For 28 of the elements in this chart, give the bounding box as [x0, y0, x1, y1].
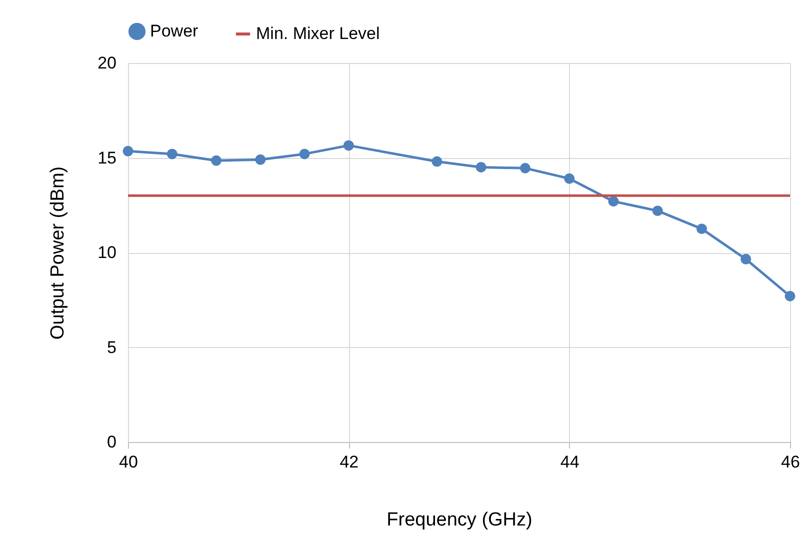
point [652, 206, 663, 216]
x-tick-label: 46 [781, 452, 800, 472]
x-tick-label: 40 [119, 452, 138, 472]
y-tick-label: 5 [107, 338, 116, 357]
point [122, 146, 134, 156]
point [784, 290, 796, 302]
x-tick-label: 42 [340, 452, 359, 472]
point [520, 162, 530, 174]
point [211, 155, 222, 166]
point [564, 173, 575, 184]
y-tick-label: 10 [98, 243, 116, 262]
legend-label: Power [150, 21, 199, 40]
point [476, 162, 486, 172]
legend-label: Min. Mixer Level [256, 24, 380, 43]
x-tick-label: 44 [560, 452, 580, 472]
x-axis-title: Frequency (GHz) [386, 510, 532, 530]
point [608, 196, 619, 207]
y-tick-label: 0 [107, 432, 116, 452]
point [299, 148, 310, 160]
point [740, 254, 752, 264]
point [343, 140, 354, 151]
y-axis-title: Output Power (dBm) [48, 166, 69, 340]
point [696, 224, 707, 234]
y-tick-label: 15 [98, 148, 116, 168]
point [166, 148, 178, 160]
y-tick-label: 20 [98, 54, 116, 72]
point [432, 156, 442, 167]
point [255, 154, 266, 165]
